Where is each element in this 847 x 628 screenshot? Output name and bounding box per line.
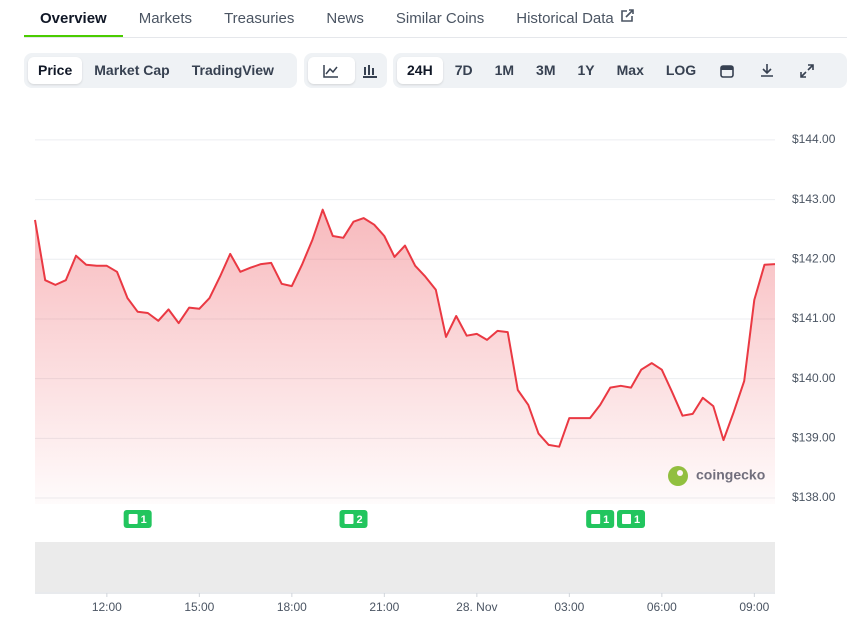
line-chart-button[interactable] [308,57,355,84]
x-tick-label: 21:00 [369,600,399,614]
range-button[interactable]: 24H [397,57,443,84]
y-tick-label: $139.00 [792,431,836,445]
view-group: Price Market Cap TradingView [24,53,297,88]
download-button[interactable] [748,57,786,84]
news-icon [344,514,354,524]
y-tick-label: $138.00 [792,490,836,504]
news-icon [591,514,601,524]
tab[interactable]: Similar Coins [395,10,485,27]
x-tick-label: 18:00 [277,600,307,614]
y-tick-label: $141.00 [792,311,836,325]
price-line [34,208,776,448]
tab[interactable]: Markets [138,10,193,27]
icon [720,64,735,78]
fullscreen-button[interactable] [788,57,826,84]
tab[interactable]: News [326,10,364,27]
news-icon [128,514,138,524]
x-tick-label: 06:00 [647,600,677,614]
range-button[interactable]: LOG [665,62,697,78]
tab[interactable]: Historical Data [500,0,653,37]
view-button[interactable]: Price [28,57,83,84]
range-button[interactable]: 3M [536,62,556,78]
volume-band [35,542,775,592]
y-tick-label: $140.00 [792,371,836,385]
y-tick-label: $143.00 [792,192,836,206]
tab-bar: Overview Markets Treasuries News Similar Coi… [24,0,847,38]
x-tick-label: 28. Nov [456,600,497,614]
x-tick-label: 12:00 [92,600,122,614]
x-tick-label: 09:00 [739,600,769,614]
area-fill [35,209,775,504]
news-count: 1 [141,514,147,526]
range-group: 24H 7D 1M 3M 1Y Max LOG [393,53,847,88]
view-button[interactable]: Market Cap [94,62,170,78]
icon [800,63,815,78]
news-count: 1 [603,514,609,526]
chart-style-group [304,53,387,88]
range-button[interactable]: 1Y [577,62,595,78]
tab[interactable]: Overview [24,0,123,37]
view-button[interactable]: TradingView [191,62,274,78]
external-link-icon [620,9,634,22]
news-count: 1 [634,514,640,526]
range-button[interactable]: 7D [454,62,473,78]
tab[interactable]: Treasuries [224,10,295,27]
calendar-button[interactable] [708,57,746,84]
icon [761,63,774,77]
candle-chart-button[interactable] [357,57,384,84]
news-count: 2 [357,514,363,526]
news-icon [622,514,632,524]
y-tick-label: $144.00 [792,132,836,146]
y-tick-label: $142.00 [792,251,836,265]
x-tick-label: 15:00 [184,600,214,614]
x-tick-label: 03:00 [554,600,584,614]
range-button[interactable]: 1M [494,62,515,78]
range-button[interactable]: Max [616,62,644,78]
